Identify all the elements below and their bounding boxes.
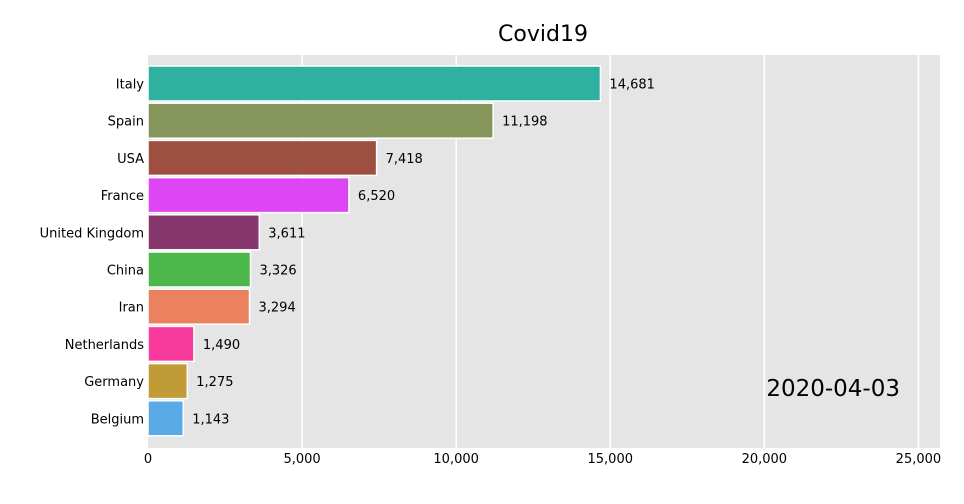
x-tick-label: 15,000 [588,452,634,467]
chart-title: Covid19 [498,22,588,47]
x-tick-label: 10,000 [433,452,479,467]
bar-iran [147,288,251,325]
category-label: Netherlands [65,338,144,353]
category-label: United Kingdom [40,226,144,241]
bar-belgium [147,400,184,437]
bar-spain [147,102,494,139]
bars: Italy 14,681 Spain 11,198 USA 7,418 France 6,52… [40,65,655,437]
value-label: 3,611 [268,226,305,241]
x-tick-label: 20,000 [742,452,788,467]
category-label: Spain [108,115,144,130]
x-tick-label: 5,000 [283,452,320,467]
x-tick-label: 25,000 [896,452,942,467]
bar-italy [147,65,602,102]
value-label: 3,294 [259,301,296,316]
category-label: Belgium [91,412,144,427]
bar-germany [147,362,189,400]
category-label: China [107,264,144,279]
bar-usa [147,139,378,177]
date-label: 2020-04-03 [766,376,900,402]
value-label: 1,490 [203,338,240,353]
category-label: USA [117,152,144,167]
value-label: 1,143 [192,412,229,427]
value-label: 11,198 [502,115,547,130]
x-tick-label: 0 [144,452,152,467]
bar-china [147,251,252,288]
category-label: France [101,189,144,204]
x-axis-ticks: 0 5,000 10,000 15,000 20,000 25,000 [144,452,941,467]
bar-netherlands [147,325,195,363]
value-label: 14,681 [609,78,655,93]
category-label: Germany [84,375,144,390]
value-label: 1,275 [196,375,233,390]
value-label: 6,520 [358,189,395,204]
value-label: 3,326 [259,264,296,279]
bar-united-kingdom [147,214,261,251]
category-label: Italy [116,78,145,93]
category-label: Iran [119,301,144,316]
bar-france [147,176,350,214]
value-label: 7,418 [386,152,423,167]
